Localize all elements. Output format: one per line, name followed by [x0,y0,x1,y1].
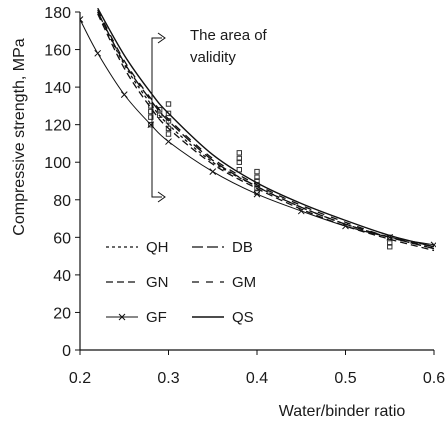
validity-arrow-bottom [157,191,166,203]
series-marker-gf [342,222,349,230]
y-tick-label-0: 0 [62,343,71,360]
legend-label-qs: QS [232,309,254,326]
annotation-line-2: validity [190,49,236,66]
y-tick-label-2: 40 [53,268,71,285]
data-point [236,155,243,162]
data-point [254,174,260,180]
legend-marker-gf [118,313,126,321]
x-tick-label-4: 0.6 [423,370,445,387]
series-marker-gf [94,49,102,57]
data-point [254,168,260,175]
annotation-line-1: The area of [190,27,268,44]
legend-label-qh: QH [146,239,169,256]
series-line-gm [97,9,435,248]
series-curves [80,8,436,252]
validity-arrow-top [157,32,166,44]
y-tick-label-6: 120 [44,118,71,135]
series-line-db [97,11,435,250]
series-line-qs [97,8,435,248]
y-axis-label: Compressive strength, MPa [11,38,28,236]
data-point [236,159,243,165]
y-tick-label-7: 140 [44,80,71,97]
data-point [148,121,154,128]
y-tick-label-8: 160 [44,43,71,60]
data-point [148,114,154,120]
series-marker-gf [165,138,172,145]
legend-label-db: DB [232,239,253,256]
series-marker-gf [120,91,128,98]
series-marker-gf [80,16,84,23]
legend-label-gm: GM [232,274,256,291]
axis-ticks: 0 20 40 60 80 100 120 140 160 180 0.2 0.3 0.4 0.5 0.6 [44,5,445,387]
x-tick-label-3: 0.5 [334,370,356,387]
data-point [165,125,172,132]
legend-label-gn: GN [146,274,169,291]
x-axis-label: Water/binder ratio [279,403,406,420]
series-marker-gf [209,168,217,175]
data-point [165,101,172,107]
legend-label-gf: GF [146,309,167,326]
y-tick-label-3: 60 [53,230,71,247]
annotation: The area of validity [151,27,268,203]
data-point [387,240,393,246]
y-tick-label-1: 20 [53,305,71,322]
series-marker-gf [297,207,305,215]
series-line-gf [80,19,435,246]
data-point [236,150,243,156]
x-tick-label-2: 0.4 [246,370,268,387]
axes [79,12,434,351]
series-marker-gf [253,190,261,198]
data-point [387,244,393,250]
y-tick-label-4: 80 [53,193,71,210]
x-tick-label-1: 0.3 [157,370,179,387]
series-line-gn [97,13,435,252]
data-point [156,112,163,118]
y-tick-label-9: 180 [44,5,71,22]
series-marker-gf [147,121,155,129]
legend: QH DB GN GM GF QS [106,239,256,326]
series-line-qh [97,11,435,250]
data-point [165,110,172,117]
x-tick-label-0: 0.2 [69,370,91,387]
y-tick-label-5: 100 [44,155,71,172]
validity-bracket [151,37,162,198]
data-point [165,131,172,137]
